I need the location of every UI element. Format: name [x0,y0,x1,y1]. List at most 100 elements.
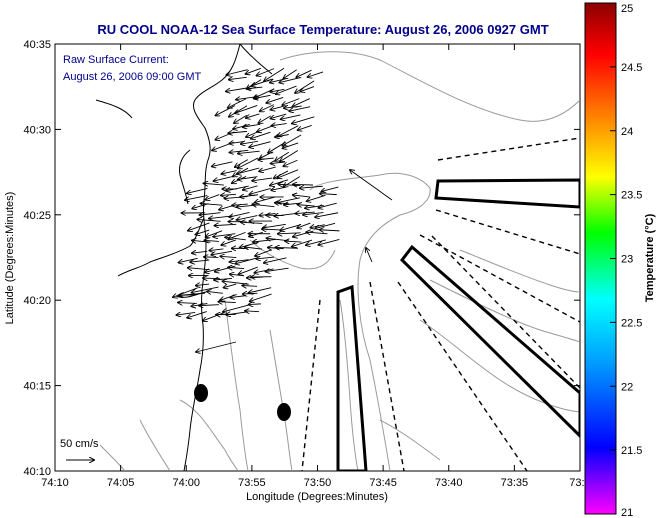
current-vector [252,178,273,181]
x-tick-label: 74:00 [172,477,200,489]
coastline [95,44,273,471]
current-vector [253,239,276,242]
current-vector [296,69,312,77]
current-vector [271,187,286,190]
figure-title: RU COOL NOAA-12 Sea Surface Temperature:… [97,22,548,37]
current-vector [204,240,219,241]
x-tick-label: 73:55 [238,477,266,489]
current-vector [192,286,219,293]
current-vector [298,125,312,130]
current-vector [264,67,285,81]
current-vector [200,213,221,215]
current-vector [257,68,275,76]
current-vector [180,293,206,295]
current-vector [271,124,287,126]
current-vector [247,87,263,89]
current-vector [263,223,286,228]
x-tick-label: 73:45 [369,477,397,489]
plot-area [54,43,581,472]
y-tick-label: 40:30 [23,124,51,136]
current-vector [197,219,221,221]
current-vector [250,187,271,194]
current-vector [228,267,245,268]
current-vector [308,71,324,77]
current-vector [240,195,259,197]
colorbar-tick-label: 24 [621,126,633,138]
colorbar-tick-label: 22 [621,381,633,393]
current-vector [238,176,258,180]
current-vector [207,291,223,293]
current-vector [303,213,324,215]
colorbar-tick-label: 25 [621,3,633,15]
current-vector [300,86,315,92]
current-vector [284,106,302,108]
current-vector [216,105,236,116]
current-vector [278,125,299,137]
current-vector [188,222,210,231]
current-vector [209,249,224,251]
current-vector [229,212,250,217]
bathymetry-contours [99,51,580,471]
y-tick-label: 40:15 [23,381,51,393]
current-vector [235,105,258,113]
current-vector [204,183,224,185]
current-vector [242,285,258,286]
current-vector [190,260,210,262]
current-vector [315,222,336,228]
current-vector [282,98,300,105]
island-marker [277,403,291,421]
current-vector [249,141,271,148]
current-vector [223,304,250,312]
current-vector [274,212,298,216]
current-vector [243,185,258,190]
current-vector [241,141,258,144]
scale-label: 50 cm/s [60,438,99,450]
current-vector [300,186,323,188]
current-vector [195,229,210,234]
current-vector [275,134,289,137]
current-vector [318,238,340,245]
current-vector [243,293,258,294]
current-vector [318,202,337,208]
current-vector [254,94,271,98]
current-vector [204,257,219,258]
current-vector [262,229,284,230]
current-vector [246,67,262,74]
colorbar-ticks: 25 24.5 24 23.5 23 22.5 22 21.5 21 [610,2,642,518]
current-vector [228,131,247,133]
traffic-separation-zones [336,178,580,471]
current-vector [187,311,207,318]
colorbar-label: Temperature (°C) [644,213,656,302]
current-vector [237,167,260,174]
current-vector [237,215,258,220]
current-vector [250,293,272,301]
annotation-line2: August 26, 2006 09:00 GMT [63,71,201,83]
current-vector [258,158,274,160]
current-vector [229,77,247,79]
current-vector [249,287,272,293]
current-vector [199,305,219,306]
current-vector [265,267,289,271]
x-tick-label: 73:40 [435,477,463,489]
current-vector [212,161,233,167]
annotation-line1: Raw Surface Current: [63,54,169,66]
current-vector [278,233,301,234]
current-vector [292,116,315,124]
current-vector-field [173,67,393,352]
current-vector [255,196,275,203]
current-vector [205,194,220,200]
y-tick-label: 40:10 [23,466,51,478]
current-vector [214,176,232,181]
current-vector [271,113,287,118]
colorbar-tick-label: 21.5 [621,445,642,457]
current-vector [266,96,284,103]
current-vector [277,169,299,178]
island-marker [194,384,208,402]
current-vector [282,134,302,146]
current-vector [320,230,340,231]
current-vector [238,151,260,153]
current-vector [246,130,260,137]
current-vector [264,257,287,263]
current-vector [185,195,208,200]
current-vector [252,204,275,207]
